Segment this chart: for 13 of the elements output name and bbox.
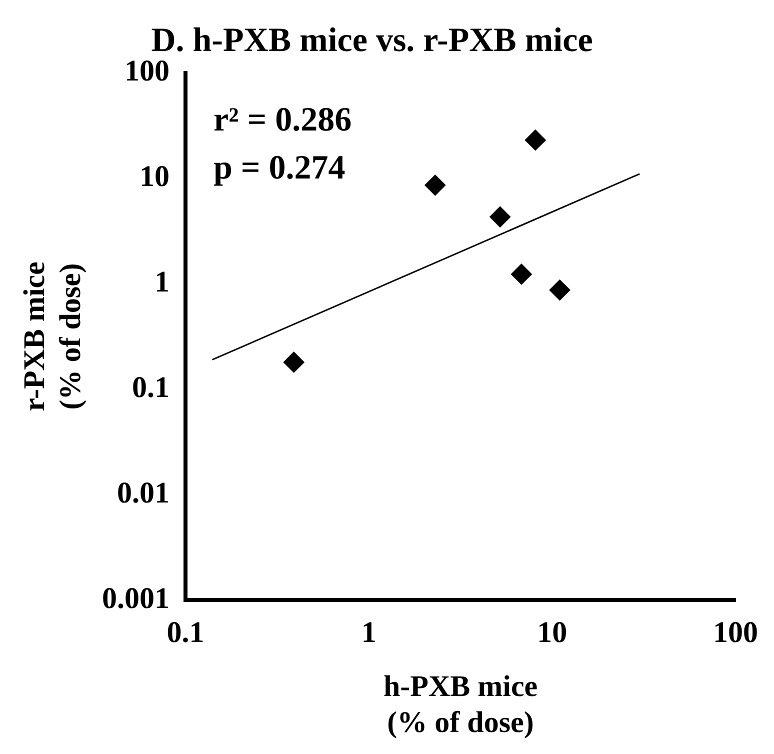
x-axis-title: h-PXB mice (% of dose)	[383, 670, 538, 739]
y-tick-label: 0.01	[117, 476, 170, 510]
x-tick-label: 0.1	[166, 616, 204, 649]
x-tick-label: 10	[537, 616, 568, 649]
x-tick-label: 1	[361, 616, 376, 649]
y-tick-label: 10	[140, 160, 170, 193]
annotation: p = 0.274	[214, 150, 346, 187]
y-tick-label: 1	[154, 265, 170, 298]
x-tick-label: 100	[713, 616, 758, 649]
y-tick-label: 0.001	[102, 582, 170, 615]
y-tick-label: 0.1	[132, 370, 170, 404]
annotation: r² = 0.286	[214, 102, 352, 139]
y-axis-title: r-PXB mice (% of dose)	[18, 262, 87, 412]
